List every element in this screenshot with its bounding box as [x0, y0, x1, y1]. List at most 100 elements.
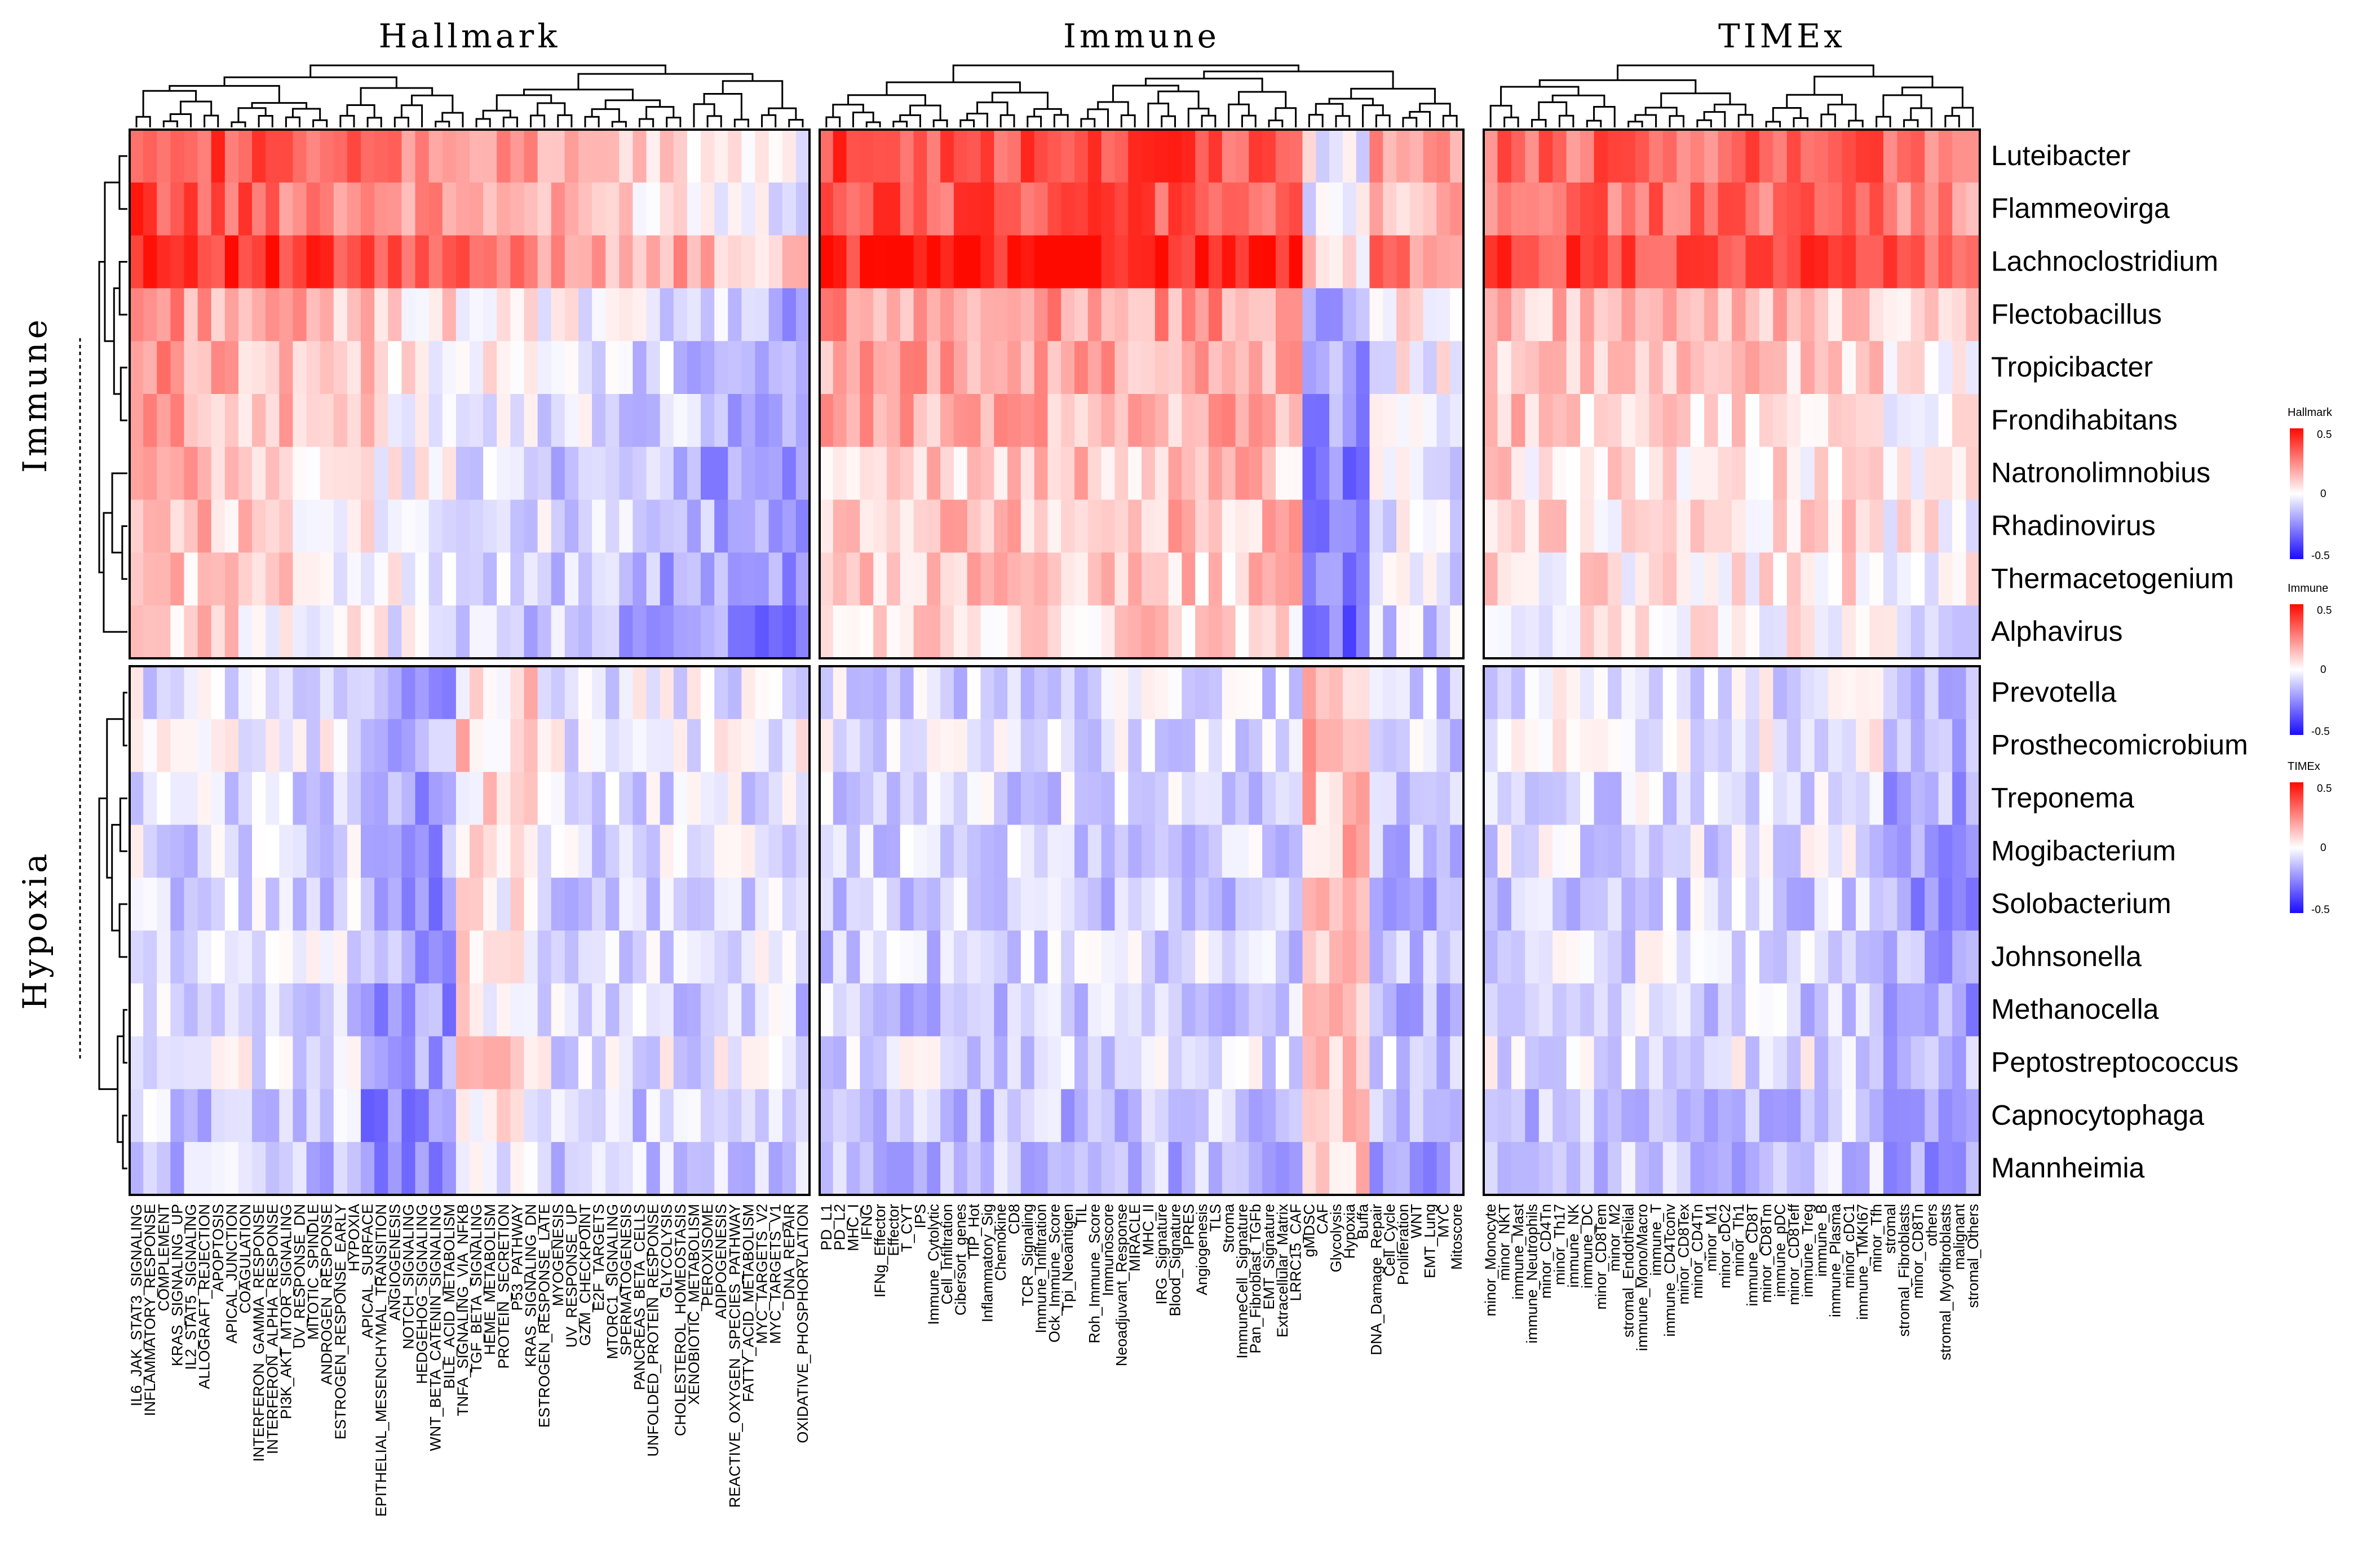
heatmap-cell: [347, 235, 361, 289]
heatmap-cell: [442, 1142, 457, 1195]
column-label: KRAS_SIGNALING_DN: [523, 1204, 539, 1367]
heatmap-cell: [293, 341, 307, 395]
heatmap-cell: [1552, 719, 1567, 773]
heatmap-cell: [1114, 288, 1129, 342]
heatmap-cell: [1786, 719, 1801, 773]
heatmap-cell: [1369, 341, 1383, 395]
heatmap-cell: [130, 235, 144, 289]
heatmap-cell: [374, 878, 388, 931]
heatmap-cell: [442, 552, 457, 606]
column-label: Immunoscore: [1100, 1204, 1117, 1296]
column-label: Hypoxia: [1341, 1203, 1358, 1259]
heatmap-cell: [1580, 394, 1595, 448]
heatmap-cell: [211, 1036, 225, 1089]
heatmap-cell: [197, 341, 212, 395]
heatmap-cell: [1195, 499, 1209, 553]
heatmap-cell: [1552, 1142, 1567, 1195]
heatmap-cell: [388, 1036, 402, 1089]
heatmap-cell: [1316, 1036, 1330, 1089]
heatmap-cell: [524, 1142, 538, 1195]
heatmap-cell: [1566, 499, 1581, 553]
heatmap-cell: [293, 130, 307, 183]
heatmap-cell: [442, 235, 457, 289]
heatmap-cell: [632, 825, 647, 878]
heatmap-cell: [1925, 983, 1939, 1037]
heatmap-cell: [1814, 772, 1829, 825]
heatmap-cell: [768, 931, 783, 984]
heatmap-cell: [551, 931, 565, 984]
heatmap-cell: [551, 130, 565, 183]
heatmap-cell: [1142, 825, 1156, 878]
heatmap-cell: [184, 605, 198, 659]
heatmap-cell: [1074, 825, 1089, 878]
heatmap-cell: [1034, 605, 1049, 659]
heatmap-cell: [953, 1089, 968, 1142]
heatmap-cell: [953, 605, 968, 659]
heatmap-cell: [1635, 719, 1649, 773]
heatmap-cell: [1677, 1036, 1691, 1089]
dendrogram-branch: [1786, 94, 1843, 108]
heatmap-cell: [1662, 983, 1677, 1037]
heatmap-cell: [1275, 983, 1290, 1037]
dendrogram-branch: [360, 87, 434, 105]
heatmap-cell: [1883, 499, 1897, 553]
heatmap-cell: [714, 1142, 728, 1195]
dendrogram-branch: [959, 119, 975, 127]
dendrogram-branch: [1669, 115, 1684, 127]
heatmap-cell: [687, 235, 701, 289]
heatmap-cell: [1356, 394, 1370, 448]
heatmap-cell: [1142, 341, 1156, 395]
heatmap-cell: [1525, 235, 1540, 289]
column-label: XENOBIOTIC_METABOLISM: [685, 1204, 702, 1405]
heatmap-cell: [714, 446, 728, 500]
column-label: minor_M1: [1702, 1204, 1719, 1272]
heatmap-cell: [1814, 931, 1829, 984]
heatmap-cell: [197, 1142, 212, 1195]
heatmap-cell: [524, 666, 538, 720]
heatmap-cell: [1910, 235, 1925, 289]
heatmap-cell: [1594, 341, 1608, 395]
heatmap-cell: [306, 446, 321, 500]
heatmap-cell: [1525, 772, 1540, 825]
heatmap-cell: [1635, 1142, 1649, 1195]
heatmap-cell: [1773, 878, 1788, 931]
heatmap-cell: [1497, 605, 1512, 659]
heatmap-cell: [497, 772, 511, 825]
heatmap-cell: [1773, 288, 1788, 342]
heatmap-cell: [1114, 1089, 1129, 1142]
heatmap-cell: [1047, 772, 1061, 825]
heatmap-cell: [306, 235, 321, 289]
heatmap-cell: [1289, 499, 1303, 553]
heatmap-cell: [1745, 235, 1760, 289]
heatmap-cell: [1235, 605, 1249, 659]
heatmap-cell: [728, 1142, 742, 1195]
heatmap-cell: [701, 394, 715, 448]
heatmap-cell: [374, 1089, 388, 1142]
heatmap-cell: [1275, 341, 1290, 395]
heatmap-cell: [1383, 1036, 1397, 1089]
heatmap-cell: [1566, 446, 1581, 500]
heatmap-cell: [886, 1089, 901, 1142]
heatmap-cell: [184, 666, 198, 720]
heatmap-cell: [1289, 182, 1303, 236]
heatmap-cell: [1897, 446, 1912, 500]
heatmap-cell: [1594, 394, 1608, 448]
row-label: Methanocella: [1991, 994, 2159, 1025]
heatmap-cell: [886, 446, 901, 500]
heatmap-cell: [741, 666, 756, 720]
heatmap-cell: [1897, 182, 1912, 236]
heatmap-cell: [1128, 235, 1142, 289]
heatmap-cell: [820, 825, 834, 878]
heatmap-cell: [1369, 1089, 1383, 1142]
heatmap-cell: [1007, 1036, 1021, 1089]
heatmap-cell: [795, 719, 810, 773]
heatmap-cell: [1182, 1142, 1196, 1195]
heatmap-cell: [820, 288, 834, 342]
heatmap-cell: [994, 182, 1008, 236]
heatmap-cell: [632, 446, 647, 500]
heatmap-cell: [551, 719, 565, 773]
heatmap-cell: [293, 235, 307, 289]
heatmap-cell: [1101, 499, 1116, 553]
heatmap-cell: [673, 341, 688, 395]
heatmap-cell: [333, 288, 348, 342]
